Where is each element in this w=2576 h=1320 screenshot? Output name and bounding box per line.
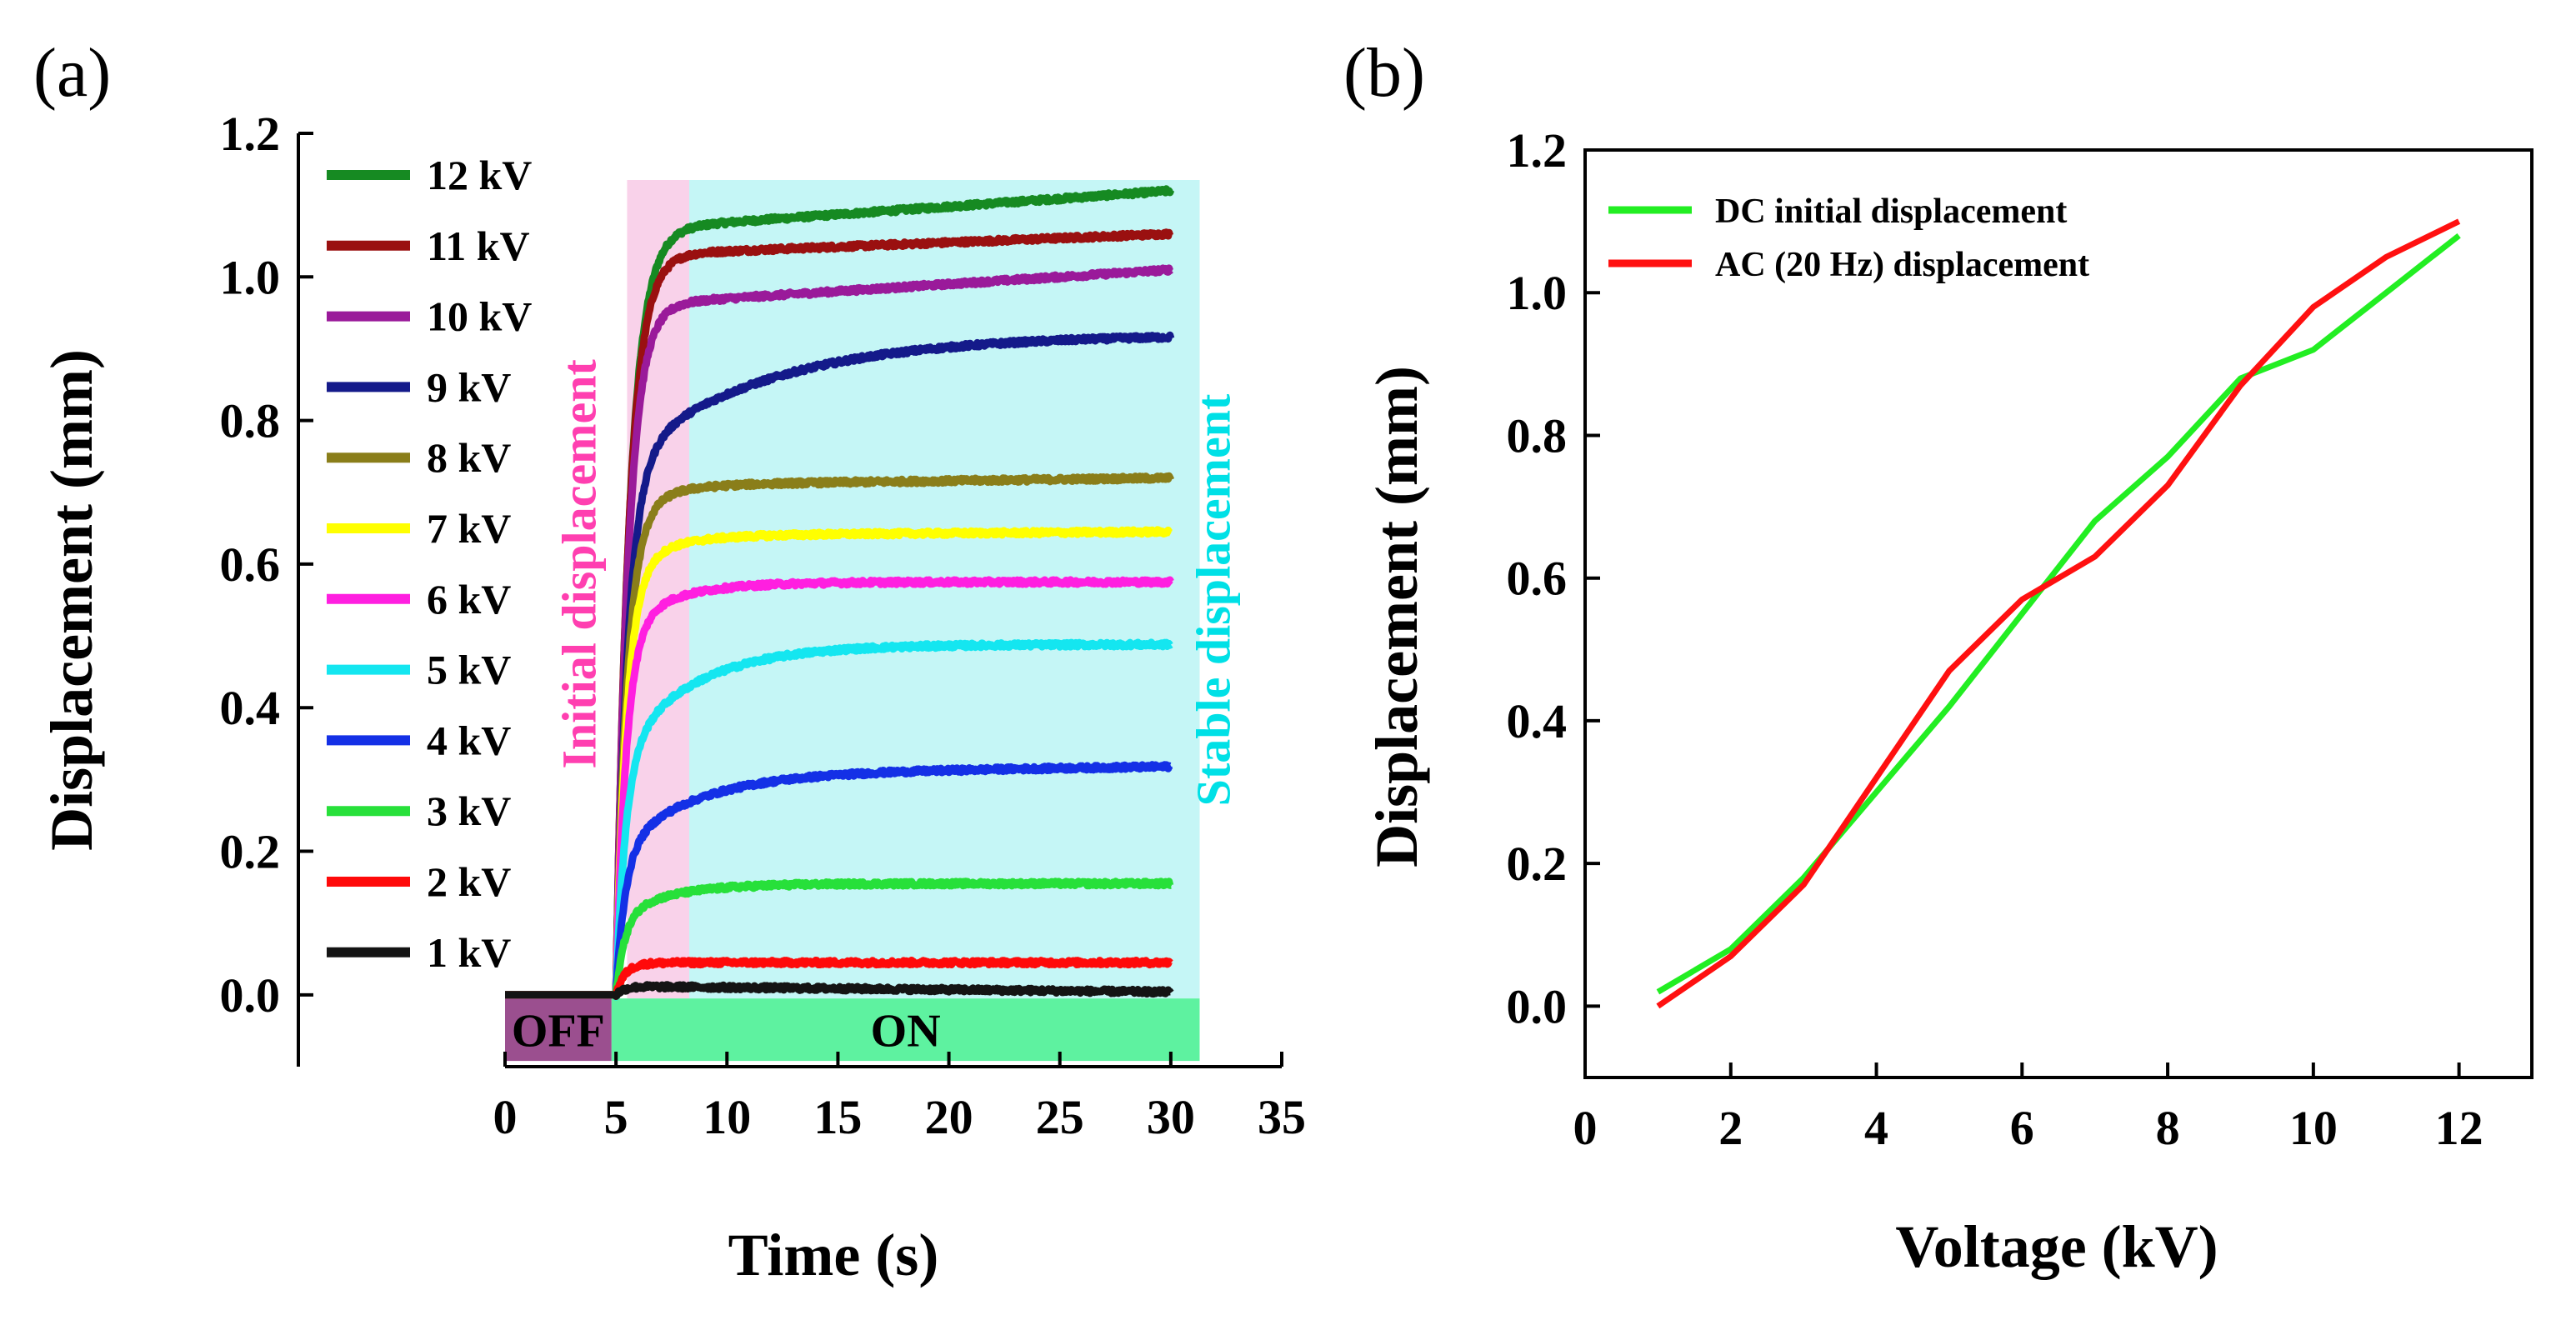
x-axis-title: Time (s) xyxy=(728,1222,939,1288)
legend-label-2: 10 kV xyxy=(427,293,532,340)
y-tick-label-0: 0.0 xyxy=(220,968,281,1022)
legend-label-10: 2 kV xyxy=(427,858,511,905)
legend-label-11: 1 kV xyxy=(427,929,511,976)
b-x-tick-label-3: 6 xyxy=(2010,1101,2034,1155)
b-y-tick-label-5: 1.0 xyxy=(1507,266,1568,320)
b-y-axis-title: Displacement (mm) xyxy=(1363,366,1430,868)
legend-label-1: 11 kV xyxy=(427,222,530,269)
b-x-tick-label-0: 0 xyxy=(1573,1101,1598,1155)
b-y-tick-label-4: 0.8 xyxy=(1507,408,1568,462)
x-tick-label-6: 30 xyxy=(1147,1090,1195,1144)
b-y-tick-label-2: 0.4 xyxy=(1507,694,1568,748)
legend-label-9: 3 kV xyxy=(427,788,511,834)
b-x-axis-title: Voltage (kV) xyxy=(1895,1213,2218,1280)
b-x-tick-label-4: 8 xyxy=(2156,1101,2180,1155)
state-bar-on xyxy=(611,998,1200,1062)
state-bar-off xyxy=(505,998,612,1062)
y-tick-label-4: 0.8 xyxy=(220,394,281,448)
x-tick-label-0: 0 xyxy=(493,1090,518,1144)
state-label-on: ON xyxy=(871,1006,941,1058)
y-axis-title: Displacement (mm) xyxy=(38,349,105,851)
x-tick-label-5: 25 xyxy=(1036,1090,1084,1144)
b-x-tick-label-6: 12 xyxy=(2435,1101,2483,1155)
b-legend-label-1: AC (20 Hz) displacement xyxy=(1715,246,2089,284)
y-tick-label-2: 0.4 xyxy=(220,681,281,735)
x-tick-label-3: 15 xyxy=(813,1090,862,1144)
state-label-off: OFF xyxy=(512,1006,605,1058)
b-x-tick-label-1: 2 xyxy=(1718,1101,1743,1155)
y-tick-label-5: 1.0 xyxy=(220,250,281,304)
y-tick-label-6: 1.2 xyxy=(220,107,281,161)
region-label-0: Initial displacement xyxy=(552,359,606,769)
b-y-tick-label-6: 1.2 xyxy=(1507,123,1568,178)
x-tick-label-1: 5 xyxy=(604,1090,628,1144)
b-plot-frame xyxy=(1583,148,2533,1079)
legend-label-4: 8 kV xyxy=(427,434,511,481)
b-y-tick-label-1: 0.2 xyxy=(1507,837,1568,891)
b-series-line-0 xyxy=(1656,232,2461,995)
legend-label-0: 12 kV xyxy=(427,152,532,198)
x-tick-label-4: 20 xyxy=(925,1090,973,1144)
b-y-tick-label-0: 0.0 xyxy=(1507,979,1568,1033)
panel-b: 0.0 0.2 0.4 0.6 0.8 1.0 1.2 0 2 4 6 8 10 12 Voltage (k… xyxy=(1343,34,2533,1280)
b-series-line-1 xyxy=(1656,218,2461,1009)
b-x-tick-label-2: 4 xyxy=(1864,1101,1888,1155)
legend-label-8: 4 kV xyxy=(427,717,511,763)
panel-label-b: (b) xyxy=(1343,34,1425,112)
x-tick-label-7: 35 xyxy=(1258,1090,1306,1144)
legend-label-3: 9 kV xyxy=(427,363,511,410)
panel-label-a: (a) xyxy=(33,34,111,112)
b-legend-label-0: DC initial displacement xyxy=(1715,192,2067,231)
legend-label-6: 6 kV xyxy=(427,576,511,622)
region-label-1: Stable displacement xyxy=(1186,393,1240,806)
legend-label-7: 5 kV xyxy=(427,647,511,693)
x-tick-label-2: 10 xyxy=(703,1090,751,1144)
series-line-1-kv xyxy=(502,981,1174,1000)
y-tick-label-1: 0.2 xyxy=(220,825,281,879)
y-tick-label-3: 0.6 xyxy=(220,538,281,592)
b-y-tick-label-3: 0.6 xyxy=(1507,552,1568,606)
b-x-tick-label-5: 10 xyxy=(2289,1101,2338,1155)
panel-a: OFF ON Initial displacement Stable displace… xyxy=(33,34,1306,1288)
legend-label-5: 7 kV xyxy=(427,505,511,552)
